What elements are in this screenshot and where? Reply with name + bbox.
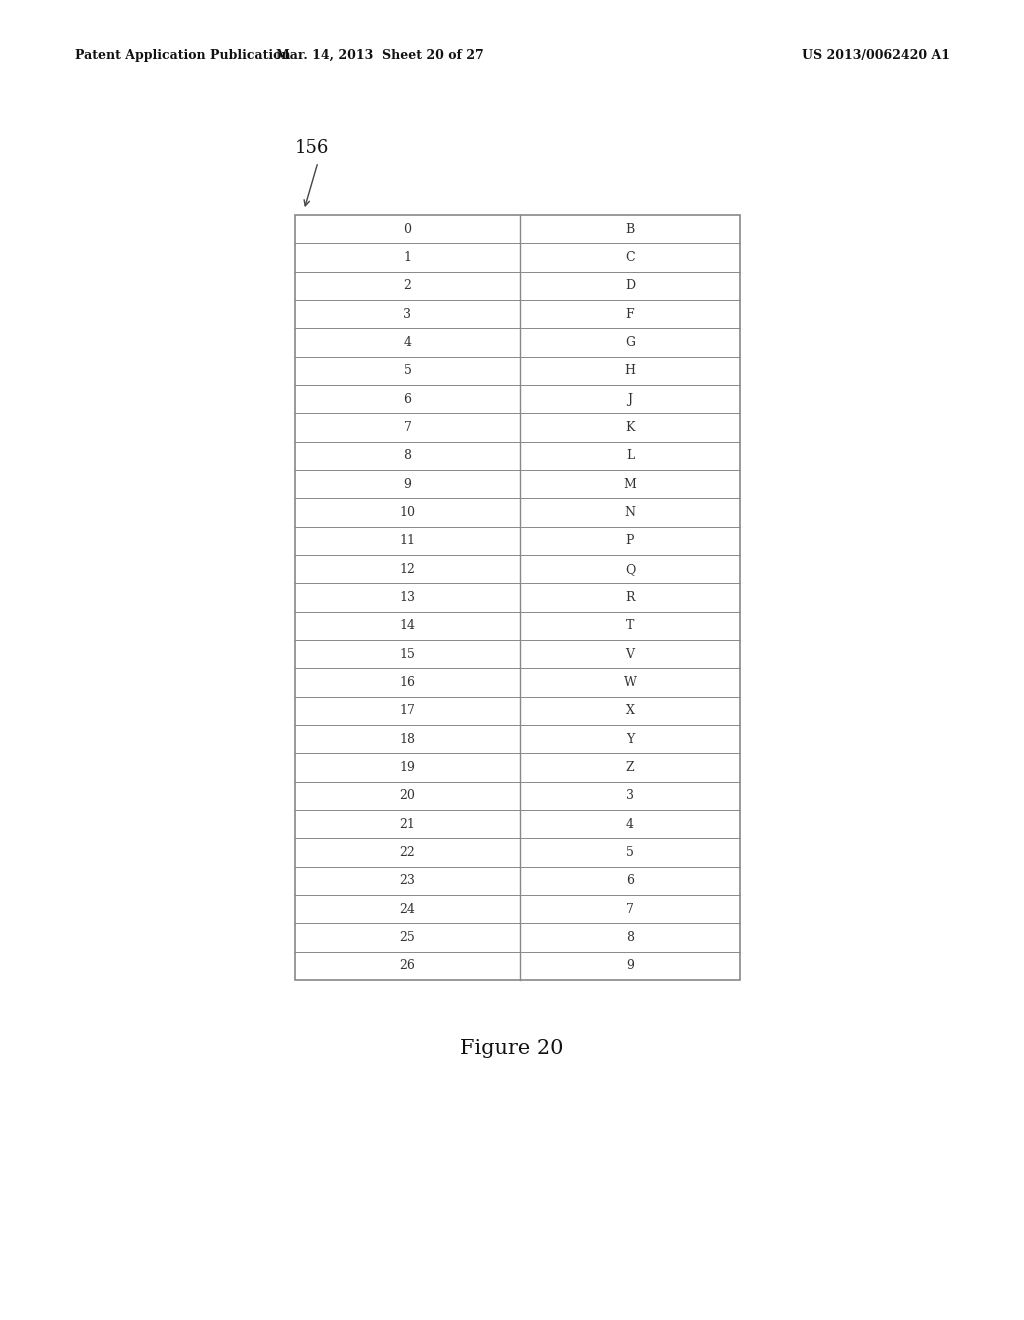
Text: 17: 17 (399, 705, 416, 717)
Bar (295, 215, 740, 979)
Text: 1: 1 (403, 251, 412, 264)
Text: 6: 6 (626, 874, 634, 887)
Text: P: P (626, 535, 634, 548)
Text: 22: 22 (399, 846, 416, 859)
Text: 25: 25 (399, 931, 416, 944)
Text: 7: 7 (626, 903, 634, 916)
Text: 18: 18 (399, 733, 416, 746)
Text: 3: 3 (403, 308, 412, 321)
Text: H: H (625, 364, 636, 378)
Text: Figure 20: Figure 20 (460, 1039, 564, 1057)
Text: 4: 4 (626, 817, 634, 830)
Text: T: T (626, 619, 634, 632)
Text: K: K (626, 421, 635, 434)
Text: 10: 10 (399, 506, 416, 519)
Text: Z: Z (626, 762, 634, 774)
Text: X: X (626, 705, 635, 717)
Text: 21: 21 (399, 817, 416, 830)
Text: J: J (628, 392, 633, 405)
Text: 9: 9 (626, 960, 634, 973)
Text: G: G (625, 337, 635, 348)
Text: 24: 24 (399, 903, 416, 916)
Text: B: B (626, 223, 635, 236)
Text: C: C (626, 251, 635, 264)
Text: 156: 156 (295, 139, 330, 157)
Text: 14: 14 (399, 619, 416, 632)
Text: F: F (626, 308, 634, 321)
Text: Q: Q (625, 562, 635, 576)
Text: D: D (625, 280, 635, 292)
Text: 8: 8 (626, 931, 634, 944)
Text: 13: 13 (399, 591, 416, 605)
Text: 6: 6 (403, 392, 412, 405)
Text: 3: 3 (626, 789, 634, 803)
Text: 12: 12 (399, 562, 416, 576)
Text: N: N (625, 506, 636, 519)
Text: 20: 20 (399, 789, 416, 803)
Text: 8: 8 (403, 449, 412, 462)
Text: 0: 0 (403, 223, 412, 236)
Text: 4: 4 (403, 337, 412, 348)
Text: US 2013/0062420 A1: US 2013/0062420 A1 (802, 49, 950, 62)
Text: W: W (624, 676, 637, 689)
Text: 11: 11 (399, 535, 416, 548)
Text: 19: 19 (399, 762, 416, 774)
Text: 7: 7 (403, 421, 412, 434)
Text: Mar. 14, 2013  Sheet 20 of 27: Mar. 14, 2013 Sheet 20 of 27 (276, 49, 484, 62)
Text: L: L (626, 449, 634, 462)
Text: 9: 9 (403, 478, 412, 491)
Text: Y: Y (626, 733, 634, 746)
Text: M: M (624, 478, 637, 491)
Text: R: R (626, 591, 635, 605)
Text: 5: 5 (626, 846, 634, 859)
Text: 5: 5 (403, 364, 412, 378)
Text: Patent Application Publication: Patent Application Publication (75, 49, 291, 62)
Text: 26: 26 (399, 960, 416, 973)
Text: 16: 16 (399, 676, 416, 689)
Text: V: V (626, 648, 635, 661)
Text: 23: 23 (399, 874, 416, 887)
Text: 15: 15 (399, 648, 416, 661)
Text: 2: 2 (403, 280, 412, 292)
